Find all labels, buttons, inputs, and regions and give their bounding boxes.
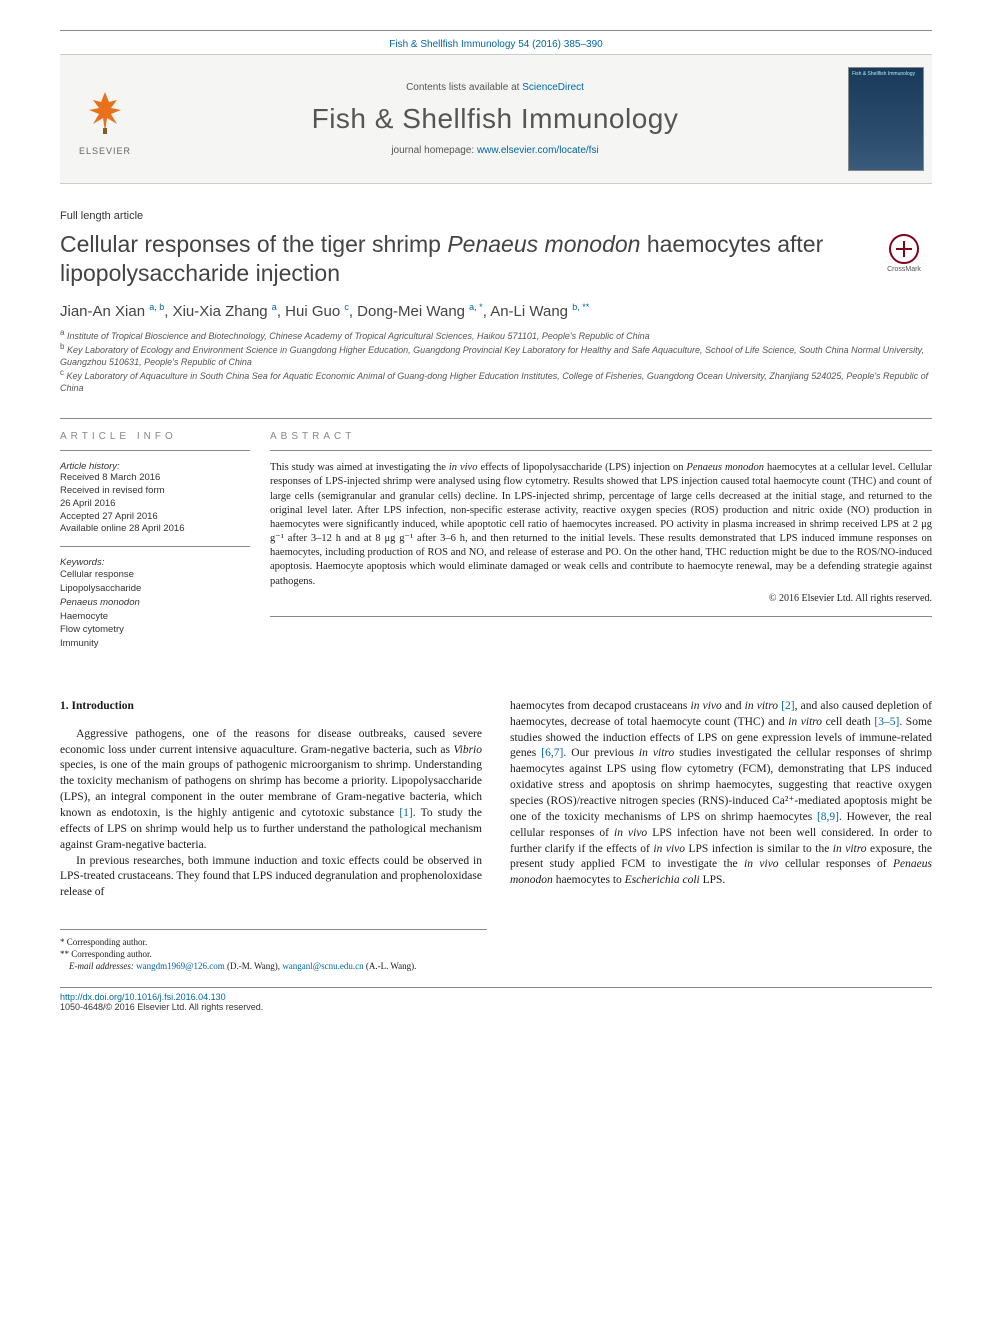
corr-author-2: ** Corresponding author. [60,948,487,960]
info-abstract-row: ARTICLE INFO Article history: Received 8… [60,418,932,651]
email-link-2[interactable]: wanganl@scnu.edu.cn [282,961,363,971]
homepage-prefix: journal homepage: [391,145,477,156]
article-title: Cellular responses of the tiger shrimp P… [60,230,856,288]
affiliation-a-text: Institute of Tropical Bioscience and Bio… [67,331,650,341]
keywords-list: Cellular responseLipopolysaccharidePenae… [60,568,250,651]
body-column-right: haemocytes from decapod crustaceans in v… [510,699,932,901]
affiliation-b: b Key Laboratory of Ecology and Environm… [60,342,932,368]
journal-masthead: ELSEVIER Contents lists available at Sci… [60,54,932,184]
corresponding-author-footnotes: * Corresponding author. ** Corresponding… [60,929,487,972]
article-history-heading: Article history: [60,451,250,472]
intro-paragraph-1: Aggressive pathogens, one of the reasons… [60,727,482,854]
abstract-column: ABSTRACT This study was aimed at investi… [270,419,932,651]
email-addresses-line: E-mail addresses: wangdm1969@126.com (D.… [60,960,487,972]
contents-prefix: Contents lists available at [406,82,522,93]
intro-paragraph-2-continued: haemocytes from decapod crustaceans in v… [510,699,932,889]
crossmark-label: CrossMark [887,266,921,273]
doi-link[interactable]: http://dx.doi.org/10.1016/j.fsi.2016.04.… [60,992,226,1002]
article-info-column: ARTICLE INFO Article history: Received 8… [60,419,270,651]
affiliation-c-text: Key Laboratory of Aquaculture in South C… [60,371,928,393]
abstract-copyright: © 2016 Elsevier Ltd. All rights reserved… [270,593,932,604]
abstract-text: This study was aimed at investigating th… [270,450,932,589]
crossmark-badge[interactable]: CrossMark [876,234,932,273]
email-who-1: (D.-M. Wang), [227,961,280,971]
journal-homepage-line: journal homepage: www.elsevier.com/locat… [391,145,598,156]
intro-paragraph-2: In previous researches, both immune indu… [60,854,482,902]
article-type-label: Full length article [60,210,932,222]
page-footer: http://dx.doi.org/10.1016/j.fsi.2016.04.… [60,987,932,1012]
elsevier-tree-icon [80,82,130,142]
section-heading-introduction: 1. Introduction [60,699,482,715]
affiliation-a: a Institute of Tropical Bioscience and B… [60,328,932,342]
title-species-italic: Penaeus monodon [447,231,640,257]
sciencedirect-link[interactable]: ScienceDirect [522,82,584,93]
running-citation: Fish & Shellfish Immunology 54 (2016) 38… [60,30,932,54]
article-info-header: ARTICLE INFO [60,419,250,450]
publisher-logo-block: ELSEVIER [60,55,150,183]
journal-name: Fish & Shellfish Immunology [312,103,679,135]
body-column-left: 1. Introduction Aggressive pathogens, on… [60,699,482,901]
masthead-center: Contents lists available at ScienceDirec… [150,55,840,183]
journal-homepage-link[interactable]: www.elsevier.com/locate/fsi [477,145,599,156]
title-part-1: Cellular responses of the tiger shrimp [60,231,447,257]
affiliation-b-text: Key Laboratory of Ecology and Environmen… [60,345,924,367]
article-history-body: Received 8 March 2016Received in revised… [60,472,250,546]
cover-thumbnail-block: Fish & Shellfish Immunology [840,55,932,183]
cover-caption: Fish & Shellfish Immunology [852,71,915,77]
publisher-name: ELSEVIER [79,146,131,156]
email-link-1[interactable]: wangdm1969@126.com [136,961,225,971]
abstract-header: ABSTRACT [270,419,932,450]
issn-copyright: 1050-4648/© 2016 Elsevier Ltd. All right… [60,1002,263,1012]
affiliation-c: c Key Laboratory of Aquaculture in South… [60,368,932,394]
author-list: Jian-An Xian a, b, Xiu-Xia Zhang a, Hui … [60,302,932,320]
contents-available-line: Contents lists available at ScienceDirec… [406,82,584,93]
journal-cover-thumbnail: Fish & Shellfish Immunology [848,67,924,171]
body-columns: 1. Introduction Aggressive pathogens, on… [60,699,932,901]
title-row: Cellular responses of the tiger shrimp P… [60,230,932,288]
email-who-2: (A.-L. Wang). [366,961,417,971]
crossmark-icon [889,234,919,264]
keywords-heading: Keywords: [60,547,250,568]
corr-author-1: * Corresponding author. [60,936,487,948]
email-label: E-mail addresses: [69,961,134,971]
affiliations-block: a Institute of Tropical Bioscience and B… [60,328,932,395]
